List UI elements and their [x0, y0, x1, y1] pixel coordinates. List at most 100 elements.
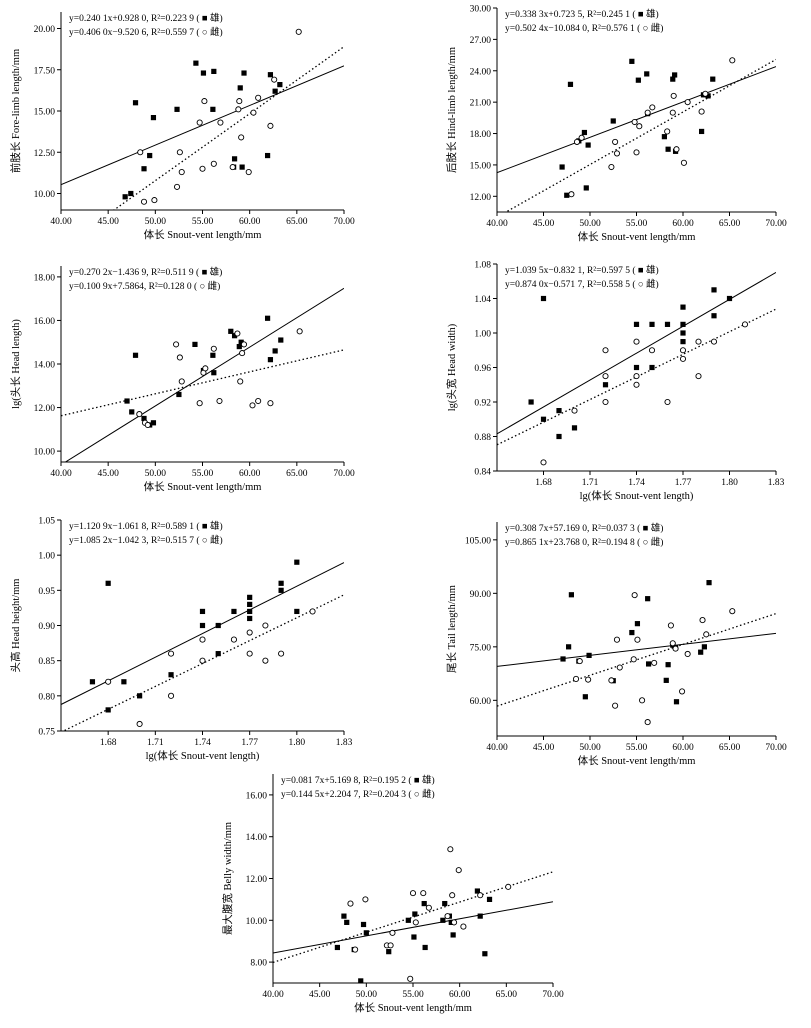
- male-data-point: [634, 621, 641, 627]
- male-regression-line: [273, 901, 553, 954]
- female-data-point: [196, 119, 203, 126]
- x-tick-label: 70.00: [333, 217, 355, 227]
- female-data-point: [571, 407, 578, 414]
- y-tick-label: 10.00: [34, 190, 56, 200]
- male-data-point: [247, 608, 253, 615]
- female-data-point: [362, 896, 369, 903]
- regression-equation-雄: y=1.120 9x−1.061 8, R²=0.589 1 ( ■ 雄): [69, 520, 223, 532]
- female-data-point: [568, 191, 575, 198]
- female-data-point: [246, 629, 253, 636]
- male-data-point: [174, 106, 180, 112]
- male-data-point: [236, 343, 242, 350]
- male-data-point: [540, 416, 547, 422]
- y-tick-label: 8.00: [250, 959, 267, 969]
- chart-panel-hindlimb: 40.00 45.00 50.00 55.00 60.00 65.00 70.00 12.00…: [445, 5, 787, 244]
- female-data-point: [633, 373, 640, 380]
- regression-equation-雄: y=0.081 7x+5.169 8, R²=0.195 2 ( ■ 雄): [281, 774, 435, 786]
- male-data-point: [215, 651, 221, 657]
- male-data-point: [121, 679, 127, 685]
- male-data-point: [147, 152, 153, 159]
- female-data-point: [137, 149, 144, 156]
- chart-panel-headheight: 1.68 1.71 1.74 1.77 1.80 1.83 0.75 0.80 0.85 0.90…: [9, 517, 353, 763]
- x-tick-label: 45.00: [97, 469, 119, 479]
- female-data-point: [240, 341, 248, 348]
- y-tick-label: 0.80: [38, 692, 55, 702]
- male-regression-line: [497, 272, 776, 435]
- female-data-point: [573, 675, 580, 682]
- male-data-point: [238, 339, 244, 345]
- male-data-point: [228, 328, 234, 334]
- male-data-point: [706, 580, 712, 586]
- y-tick-label: 1.00: [474, 330, 491, 340]
- female-data-point: [255, 397, 262, 405]
- female-data-point: [216, 397, 223, 405]
- female-data-point: [144, 421, 151, 429]
- male-data-point: [237, 85, 243, 91]
- male-data-point: [701, 644, 707, 650]
- male-regression-line: [61, 562, 344, 705]
- male-data-point: [141, 166, 147, 172]
- x-tick-label: 65.00: [286, 469, 308, 479]
- male-data-point: [411, 934, 417, 940]
- female-data-point: [670, 92, 677, 99]
- female-data-point: [573, 138, 581, 145]
- female-data-point: [267, 400, 274, 407]
- y-tick-label: 0.88: [474, 433, 491, 443]
- regression-equation-雄: y=0.270 2x−1.436 9, R²=0.511 9 ( ■ 雄): [69, 266, 222, 278]
- x-tick-label: 65.00: [719, 743, 741, 753]
- x-tick-label: 40.00: [50, 217, 72, 227]
- male-data-point: [711, 313, 717, 319]
- female-data-point: [631, 592, 638, 599]
- female-data-point: [602, 373, 609, 380]
- female-data-point: [234, 330, 241, 337]
- male-data-point: [294, 608, 300, 615]
- x-tick-label: 50.00: [579, 743, 601, 753]
- female-regression-line: [497, 612, 776, 707]
- x-tick-label: 1.68: [100, 738, 117, 748]
- female-data-point: [644, 109, 651, 116]
- x-tick-label: 60.00: [239, 469, 261, 479]
- female-data-point: [684, 99, 691, 106]
- male-data-point: [560, 656, 566, 662]
- male-data-point: [629, 58, 635, 64]
- female-data-point: [505, 883, 512, 890]
- male-data-point: [277, 82, 283, 88]
- x-tick-label: 65.00: [286, 217, 308, 227]
- x-tick-label: 1.77: [675, 478, 692, 488]
- x-tick-label: 60.00: [449, 990, 471, 1000]
- female-data-point: [271, 76, 278, 83]
- y-tick-label: 1.00: [38, 552, 55, 562]
- female-data-point: [741, 321, 749, 328]
- female-data-point: [176, 149, 183, 156]
- male-data-point: [726, 295, 733, 302]
- female-data-point: [249, 402, 256, 409]
- y-tick-label: 105.00: [465, 536, 491, 546]
- male-data-point: [264, 152, 271, 159]
- male-data-point: [586, 652, 592, 658]
- female-data-point: [631, 118, 638, 126]
- female-data-point: [630, 656, 637, 663]
- x-tick-label: 1.80: [289, 738, 306, 748]
- male-data-point: [673, 699, 680, 705]
- female-data-point: [602, 398, 609, 406]
- male-data-point: [247, 594, 253, 600]
- y-tick-label: 0.96: [474, 364, 491, 374]
- male-data-point: [192, 341, 198, 347]
- female-data-point: [296, 328, 303, 335]
- female-data-point: [729, 608, 736, 615]
- x-tick-label: 55.00: [626, 743, 648, 753]
- male-data-point: [334, 944, 340, 951]
- chart-panel-headwidth: 1.68 1.71 1.74 1.77 1.80 1.83 0.84 0.88 0.92 0.96…: [445, 261, 785, 503]
- male-data-point: [665, 662, 671, 668]
- female-data-point: [639, 697, 646, 704]
- female-data-point: [262, 657, 269, 664]
- female-data-point: [540, 459, 547, 466]
- female-data-point: [151, 197, 158, 204]
- x-tick-label: 65.00: [496, 990, 518, 1000]
- female-data-point: [679, 355, 687, 362]
- male-data-point: [583, 185, 589, 191]
- female-data-point: [633, 338, 640, 345]
- male-data-point: [705, 93, 711, 99]
- regression-equation-雄: y=1.039 5x−0.832 1, R²=0.597 5 ( ■ 雄): [505, 264, 659, 276]
- female-data-point: [420, 890, 427, 897]
